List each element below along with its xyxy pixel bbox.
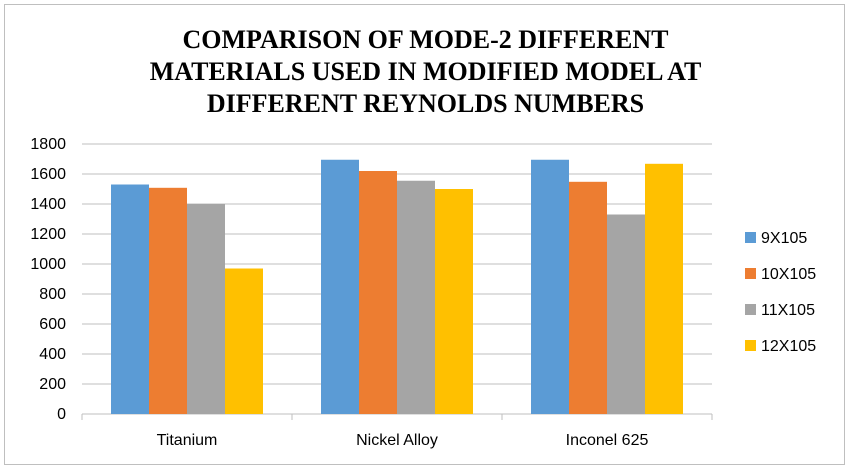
y-tick-label: 1800: [30, 136, 66, 153]
bar: [149, 187, 187, 414]
y-tick-label: 200: [39, 376, 66, 393]
x-tick-label: Nickel Alloy: [356, 432, 438, 449]
chart-title: COMPARISON OF MODE-2 DIFFERENT MATERIALS…: [0, 24, 851, 120]
y-tick-label: 1400: [30, 196, 66, 213]
chart-title-line-3: DIFFERENT REYNOLDS NUMBERS: [206, 89, 645, 118]
bar: [531, 159, 569, 414]
y-tick-label: 0: [57, 406, 66, 423]
legend-label: 9X105: [761, 230, 807, 247]
y-tick-label: 1200: [30, 226, 66, 243]
legend-swatch: [745, 340, 756, 351]
x-tick-label: Inconel 625: [566, 432, 649, 449]
bar: [225, 268, 263, 414]
bar: [645, 163, 683, 414]
chart-title-line-2: MATERIALS USED IN MODIFIED MODEL AT: [149, 57, 702, 86]
bar: [607, 214, 645, 414]
legend-label: 11X105: [761, 302, 815, 319]
legend-swatch: [745, 232, 756, 243]
bar: [569, 181, 607, 414]
y-tick-label: 1000: [30, 256, 66, 273]
legend-label: 10X105: [761, 266, 816, 283]
bar: [111, 184, 149, 414]
x-tick-label: Titanium: [157, 432, 218, 449]
bar: [187, 204, 225, 414]
legend-swatch: [745, 268, 756, 279]
bar: [359, 171, 397, 414]
y-tick-label: 800: [39, 286, 66, 303]
chart-title-line-1: COMPARISON OF MODE-2 DIFFERENT: [182, 25, 669, 54]
y-tick-label: 400: [39, 346, 66, 363]
bar: [397, 180, 435, 414]
y-tick-label: 600: [39, 316, 66, 333]
legend-swatch: [745, 304, 756, 315]
y-tick-label: 1600: [30, 166, 66, 183]
legend-label: 12X105: [761, 338, 816, 355]
bar: [321, 159, 359, 414]
bar: [435, 189, 473, 414]
